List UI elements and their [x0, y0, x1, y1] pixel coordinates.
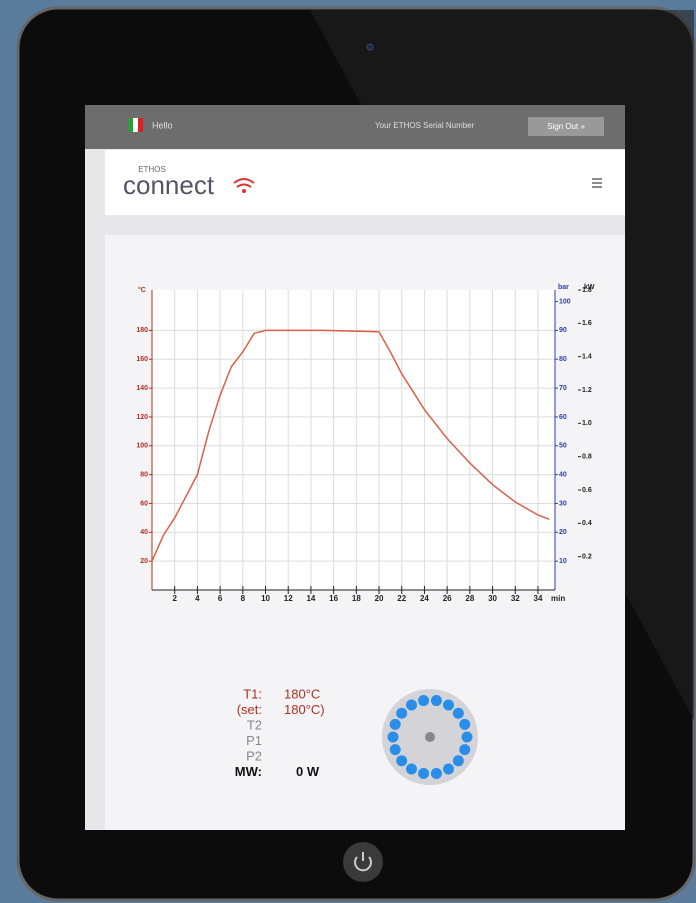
- header: [105, 150, 625, 215]
- y2-tick-label: 90: [559, 327, 567, 334]
- y-tick-label: 80: [140, 471, 148, 478]
- y3-tick-label: 1.2: [582, 387, 592, 394]
- y-tick-label: 100: [136, 443, 148, 450]
- y3-tick-label: 0.6: [582, 487, 592, 494]
- chart: 2 4 6 8 10 12 14 16 18 20 22 24 26 28 30 32 34 min2040608…: [136, 284, 595, 603]
- home-button[interactable]: [343, 842, 383, 882]
- y2-tick-label: 60: [559, 414, 567, 421]
- x-tick-label: 20: [375, 594, 384, 603]
- x-tick-label: 14: [306, 594, 315, 603]
- status-value: 0 W: [296, 764, 320, 779]
- x-tick-label: 34: [534, 594, 543, 603]
- y2-unit: bar: [558, 284, 569, 291]
- y2-tick-label: 10: [559, 558, 567, 565]
- flag: [128, 118, 133, 132]
- x-tick-label: 24: [420, 594, 429, 603]
- y2-tick-label: 100: [559, 298, 571, 305]
- vessel: [443, 763, 454, 775]
- y3-tick-label: 0.8: [582, 454, 592, 461]
- x-tick-label: 4: [195, 594, 200, 603]
- plot-area: [152, 290, 555, 590]
- x-tick-label: 18: [352, 594, 361, 603]
- y-tick-label: 40: [140, 529, 148, 536]
- status-label: (set:: [237, 702, 262, 717]
- y2-tick-label: 80: [559, 356, 567, 363]
- x-tick-label: 30: [488, 594, 497, 603]
- x-tick-label: 32: [511, 594, 520, 603]
- x-tick-label: 28: [465, 594, 474, 603]
- y2-tick-label: 50: [559, 443, 567, 450]
- sign-out-text: Sign Out »: [547, 122, 585, 131]
- y-unit: °C: [138, 286, 146, 294]
- logo: connect: [123, 170, 215, 200]
- vessel: [418, 695, 430, 707]
- vessel: [452, 707, 464, 719]
- rotor-center: [425, 732, 435, 742]
- status-label: T1:: [243, 686, 262, 701]
- vessel: [396, 755, 408, 767]
- temperature-line: [151, 329, 550, 562]
- y3-unit: kW: [584, 284, 595, 291]
- flag: [133, 118, 138, 132]
- vessel: [461, 731, 473, 743]
- serial-label: Your ETHOS Serial Number: [375, 121, 475, 130]
- y-tick-label: 60: [140, 500, 148, 507]
- y-tick-label: 160: [136, 356, 148, 363]
- vessel: [389, 744, 401, 756]
- sign-out-button[interactable]: [528, 117, 604, 136]
- y3-tick-label: 1.8: [582, 287, 592, 294]
- x-tick-label: 2: [172, 594, 177, 603]
- y-tick-label: 20: [140, 558, 148, 565]
- vessel: [406, 699, 417, 711]
- x-tick-label: 12: [284, 594, 293, 603]
- y2-tick-label: 30: [559, 500, 567, 507]
- x-tick-label: 8: [241, 594, 246, 603]
- x-tick-label: 22: [397, 594, 406, 603]
- status-label: P2: [246, 748, 262, 763]
- vessel: [418, 767, 430, 779]
- logo-small: ETHOS: [138, 165, 166, 174]
- y2-tick-label: 20: [559, 529, 567, 536]
- x-tick-label: 16: [329, 594, 338, 603]
- y2-tick-label: 40: [559, 471, 567, 478]
- rotor: [382, 689, 478, 785]
- menu-icon[interactable]: [592, 178, 602, 188]
- y-tick-label: 120: [136, 414, 148, 421]
- wifi-icon: [233, 178, 255, 188]
- power-icon: [354, 852, 372, 872]
- x-tick-label: 10: [261, 594, 270, 603]
- vessel: [406, 763, 417, 775]
- x-tick-label: 6: [218, 594, 223, 603]
- wifi-icon: [242, 189, 246, 193]
- status-label: P1: [246, 733, 262, 748]
- vessel: [443, 699, 454, 711]
- vessel: [396, 707, 408, 719]
- camera: [366, 43, 374, 51]
- status-value: 180°C: [284, 686, 320, 701]
- vessel: [459, 744, 471, 756]
- vessel: [430, 695, 442, 707]
- vessel: [452, 755, 464, 767]
- y3-tick-label: 1.6: [582, 320, 592, 327]
- status-label: T2: [247, 717, 262, 732]
- x-tick-label: 26: [443, 594, 452, 603]
- y3-tick-label: 1.0: [582, 420, 592, 427]
- flag: [138, 118, 143, 132]
- y3-tick-label: 0.4: [582, 520, 592, 527]
- status-value: 180°C): [284, 702, 325, 717]
- vessel: [459, 718, 471, 730]
- greeting: Hello: [152, 120, 173, 130]
- y2-tick-label: 70: [559, 385, 567, 392]
- y-tick-label: 140: [136, 385, 148, 392]
- y3-tick-label: 1.4: [582, 354, 592, 361]
- vessel: [387, 731, 399, 743]
- y3-tick-label: 0.2: [582, 554, 592, 561]
- vessel: [389, 718, 401, 730]
- y-tick-label: 180: [136, 327, 148, 334]
- vessel: [430, 767, 442, 779]
- x-unit: min: [551, 594, 565, 603]
- status-label: MW:: [235, 764, 262, 779]
